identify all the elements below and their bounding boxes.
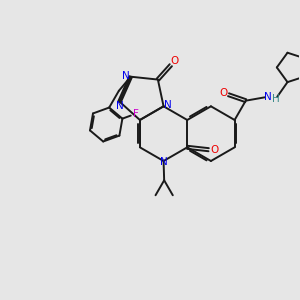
Text: F: F — [133, 109, 139, 119]
Text: O: O — [219, 88, 228, 98]
Text: N: N — [265, 92, 272, 102]
Text: H: H — [272, 94, 280, 103]
Text: N: N — [160, 157, 168, 167]
Text: N: N — [116, 101, 124, 111]
Text: N: N — [122, 71, 130, 81]
Text: O: O — [170, 56, 178, 66]
Text: O: O — [211, 145, 219, 155]
Text: N: N — [164, 100, 172, 110]
